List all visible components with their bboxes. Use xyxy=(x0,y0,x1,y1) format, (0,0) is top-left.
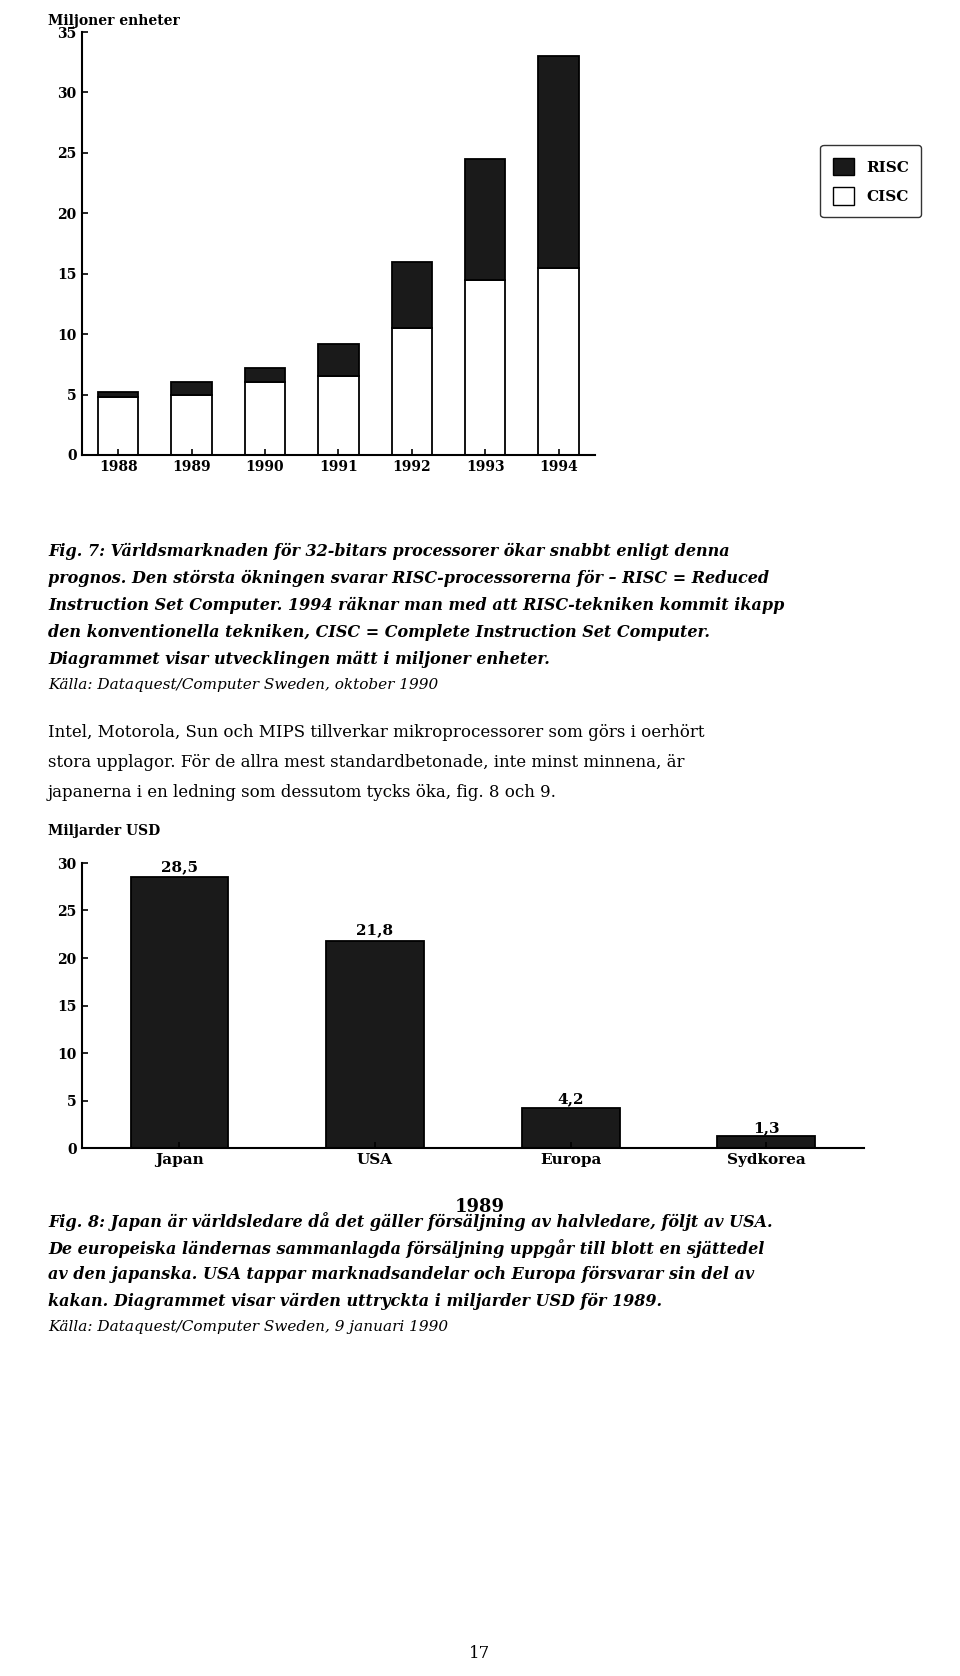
Bar xyxy=(318,344,359,377)
Bar xyxy=(392,328,432,454)
Bar xyxy=(465,159,505,280)
Bar xyxy=(539,57,579,268)
Text: 21,8: 21,8 xyxy=(356,923,394,937)
Bar xyxy=(245,382,285,454)
Text: Intel, Motorola, Sun och MIPS tillverkar mikroprocessorer som görs i oerhört: Intel, Motorola, Sun och MIPS tillverkar… xyxy=(48,724,705,741)
Bar xyxy=(392,261,432,328)
Text: De europeiska ländernas sammanlagda försäljning uppgår till blott en sjättedel: De europeiska ländernas sammanlagda förs… xyxy=(48,1239,764,1259)
Text: 4,2: 4,2 xyxy=(558,1093,584,1106)
Text: Miljarder USD: Miljarder USD xyxy=(48,825,160,838)
Text: Miljoner enheter: Miljoner enheter xyxy=(48,13,180,28)
Bar xyxy=(521,1108,619,1148)
Text: Instruction Set Computer. 1994 räknar man med att RISC-tekniken kommit ikapp: Instruction Set Computer. 1994 räknar ma… xyxy=(48,597,784,613)
Bar xyxy=(172,394,212,454)
Bar xyxy=(318,377,359,454)
Text: kakan. Diagrammet visar värden uttryckta i miljarder USD för 1989.: kakan. Diagrammet visar värden uttryckta… xyxy=(48,1292,662,1311)
Text: Fig. 7: Världsmarknaden för 32-bitars processorer ökar snabbt enligt denna: Fig. 7: Världsmarknaden för 32-bitars pr… xyxy=(48,543,730,560)
Text: av den japanska. USA tappar marknadsandelar och Europa försvarar sin del av: av den japanska. USA tappar marknadsande… xyxy=(48,1265,755,1284)
Bar xyxy=(98,392,138,397)
Text: 17: 17 xyxy=(469,1646,491,1663)
Text: den konventionella tekniken, CISC = Complete Instruction Set Computer.: den konventionella tekniken, CISC = Comp… xyxy=(48,623,710,640)
Text: Källa: Dataquest/Computer Sweden, 9 januari 1990: Källa: Dataquest/Computer Sweden, 9 janu… xyxy=(48,1321,448,1334)
Text: Källa: Dataquest/Computer Sweden, oktober 1990: Källa: Dataquest/Computer Sweden, oktobe… xyxy=(48,679,439,692)
Text: Diagrammet visar utvecklingen mätt i miljoner enheter.: Diagrammet visar utvecklingen mätt i mil… xyxy=(48,650,550,669)
Bar xyxy=(245,369,285,382)
Bar xyxy=(465,280,505,454)
Text: japanerna i en ledning som dessutom tycks öka, fig. 8 och 9.: japanerna i en ledning som dessutom tyck… xyxy=(48,784,557,801)
Bar xyxy=(539,268,579,454)
Text: Fig. 8: Japan är världsledare då det gäller försäljning av halvledare, följt av : Fig. 8: Japan är världsledare då det gäl… xyxy=(48,1212,773,1230)
Text: 28,5: 28,5 xyxy=(161,860,198,873)
Text: prognos. Den största ökningen svarar RISC-processorerna för – RISC = Reduced: prognos. Den största ökningen svarar RIS… xyxy=(48,570,769,587)
Text: 1989: 1989 xyxy=(455,1198,505,1217)
Bar xyxy=(98,397,138,454)
Bar xyxy=(131,877,228,1148)
Bar xyxy=(326,940,424,1148)
Text: stora upplagor. För de allra mest standardbetonade, inte minst minnena, är: stora upplagor. För de allra mest standa… xyxy=(48,754,684,771)
Legend: RISC, CISC: RISC, CISC xyxy=(821,146,922,218)
Text: 1,3: 1,3 xyxy=(753,1121,780,1135)
Bar xyxy=(717,1136,815,1148)
Bar xyxy=(172,382,212,394)
